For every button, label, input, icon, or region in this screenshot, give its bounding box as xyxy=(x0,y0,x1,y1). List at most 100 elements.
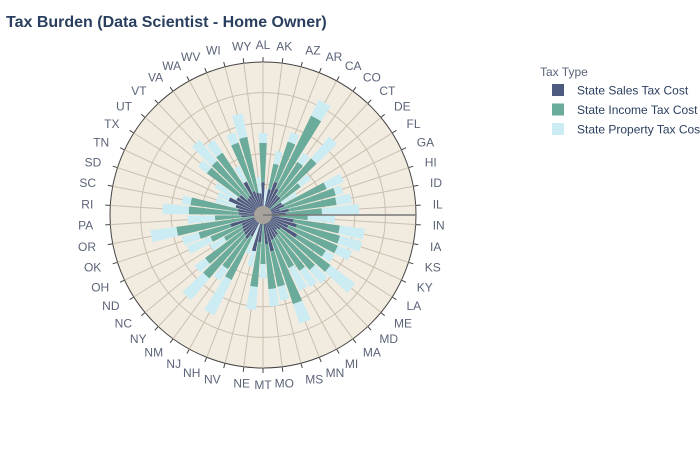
bar-mi-series-1 xyxy=(273,236,295,269)
bar-sc-series-2 xyxy=(181,195,192,206)
angular-label-co: CO xyxy=(363,71,381,85)
bar-ok-series-1 xyxy=(198,223,232,239)
bar-mo-series-2 xyxy=(268,288,280,307)
bar-la-series-0 xyxy=(263,215,298,238)
bar-wi-series-2 xyxy=(231,113,248,139)
angular-tick xyxy=(154,99,159,104)
angular-label-ny: NY xyxy=(130,332,147,346)
bar-or-series-1 xyxy=(176,215,263,236)
bar-tn-series-2 xyxy=(217,191,231,201)
bar-de-series-1 xyxy=(263,183,301,215)
angular-label-nj: NJ xyxy=(166,357,181,371)
bar-ct-series-1 xyxy=(278,158,317,199)
legend-label-0[interactable]: State Sales Tax Cost xyxy=(577,84,689,98)
bar-al-series-0 xyxy=(261,182,265,215)
bar-oh-series-1 xyxy=(210,223,243,242)
angular-tick xyxy=(367,99,372,104)
legend-swatch-1[interactable] xyxy=(552,103,564,116)
angular-label-ne: NE xyxy=(233,377,250,391)
angular-label-ks: KS xyxy=(425,261,441,275)
bar-ri-series-2 xyxy=(162,203,190,215)
angular-label-ct: CT xyxy=(379,84,396,98)
angular-tick xyxy=(140,113,146,118)
bar-wv-series-2 xyxy=(226,132,239,146)
bar-ar-series-1 xyxy=(274,141,296,184)
bar-ks-series-1 xyxy=(295,224,341,244)
legend-label-1[interactable]: State Income Tax Cost xyxy=(577,103,698,117)
bar-sc-series-1 xyxy=(190,197,239,212)
bar-wa-series-2 xyxy=(234,165,247,184)
legend: Tax Type State Sales Tax Cost State Incom… xyxy=(540,65,700,137)
angular-tick xyxy=(107,243,113,246)
angular-label-fl: FL xyxy=(407,117,421,131)
angular-tick xyxy=(186,348,190,354)
bar-me-series-2 xyxy=(324,265,356,293)
angular-label-ut: UT xyxy=(116,100,133,114)
bar-md-series-1 xyxy=(275,228,316,271)
angular-tick xyxy=(408,261,414,265)
angular-tick xyxy=(391,296,397,301)
bar-ms-series-0 xyxy=(263,215,275,252)
bar-va-series-1 xyxy=(216,152,251,198)
angular-tick xyxy=(119,147,125,151)
angular-label-in: IN xyxy=(433,219,445,233)
bar-tx-series-2 xyxy=(214,182,239,200)
legend-label-2[interactable]: State Property Tax Cost xyxy=(577,123,700,137)
angular-tick xyxy=(242,366,245,372)
angular-label-wv: WV xyxy=(181,50,200,64)
angular-label-nv: NV xyxy=(204,373,221,387)
angular-tick xyxy=(336,76,340,82)
angular-label-la: LA xyxy=(407,299,422,313)
bar-mn-series-1 xyxy=(271,238,303,305)
bar-la-series-2 xyxy=(321,250,335,263)
angular-tick xyxy=(367,326,372,331)
legend-swatch-0[interactable] xyxy=(552,84,564,96)
angular-tick xyxy=(413,243,419,246)
bar-nc-series-2 xyxy=(194,257,210,273)
bar-pa-series-2 xyxy=(187,215,216,224)
bar-oh-series-2 xyxy=(187,236,213,254)
angular-label-md: MD xyxy=(379,332,398,346)
bar-ar-series-0 xyxy=(263,181,278,215)
angular-tick xyxy=(169,86,174,92)
bar-ut-series-1 xyxy=(206,167,242,198)
bar-nh-series-2 xyxy=(245,215,263,255)
angular-tick xyxy=(281,366,284,372)
bar-or-series-2 xyxy=(150,226,179,243)
bar-id-series-1 xyxy=(288,197,337,212)
bar-ga-series-2 xyxy=(323,173,344,190)
legend-swatch-2[interactable] xyxy=(552,123,564,135)
angular-tick xyxy=(380,113,386,118)
bar-il-series-2 xyxy=(321,203,360,215)
angular-tick xyxy=(119,279,125,283)
bar-id-series-2 xyxy=(335,193,352,205)
angular-label-ok: OK xyxy=(84,261,101,275)
angular-tick xyxy=(336,348,340,354)
angular-tick xyxy=(112,261,118,265)
angular-label-ar: AR xyxy=(326,50,343,64)
angular-tick xyxy=(408,165,414,169)
bar-co-series-1 xyxy=(276,161,303,197)
bar-ks-series-0 xyxy=(263,215,297,228)
legend-title: Tax Type xyxy=(540,65,588,79)
bar-md-series-2 xyxy=(309,264,328,284)
angular-tick xyxy=(401,279,407,283)
chart-title: Tax Burden (Data Scientist - Home Owner) xyxy=(6,14,327,31)
bar-mi-series-2 xyxy=(288,265,308,291)
bar-al-series-2 xyxy=(258,133,268,143)
angular-label-al: AL xyxy=(256,38,271,52)
angular-label-az: AZ xyxy=(305,43,320,57)
bar-al-series-1 xyxy=(259,142,267,183)
bar-nc-series-1 xyxy=(205,229,245,264)
angular-label-ak: AK xyxy=(276,39,292,53)
bar-mt-series-2 xyxy=(259,264,267,279)
angular-tick xyxy=(223,363,226,369)
angular-tick xyxy=(223,61,226,67)
bar-nj-series-2 xyxy=(204,276,232,316)
bar-mt-series-1 xyxy=(260,215,266,265)
angular-tick xyxy=(154,326,159,331)
angular-tick xyxy=(352,338,357,344)
bar-il-series-1 xyxy=(285,208,323,215)
angular-label-oh: OH xyxy=(91,280,109,294)
bar-de-series-2 xyxy=(297,174,312,187)
